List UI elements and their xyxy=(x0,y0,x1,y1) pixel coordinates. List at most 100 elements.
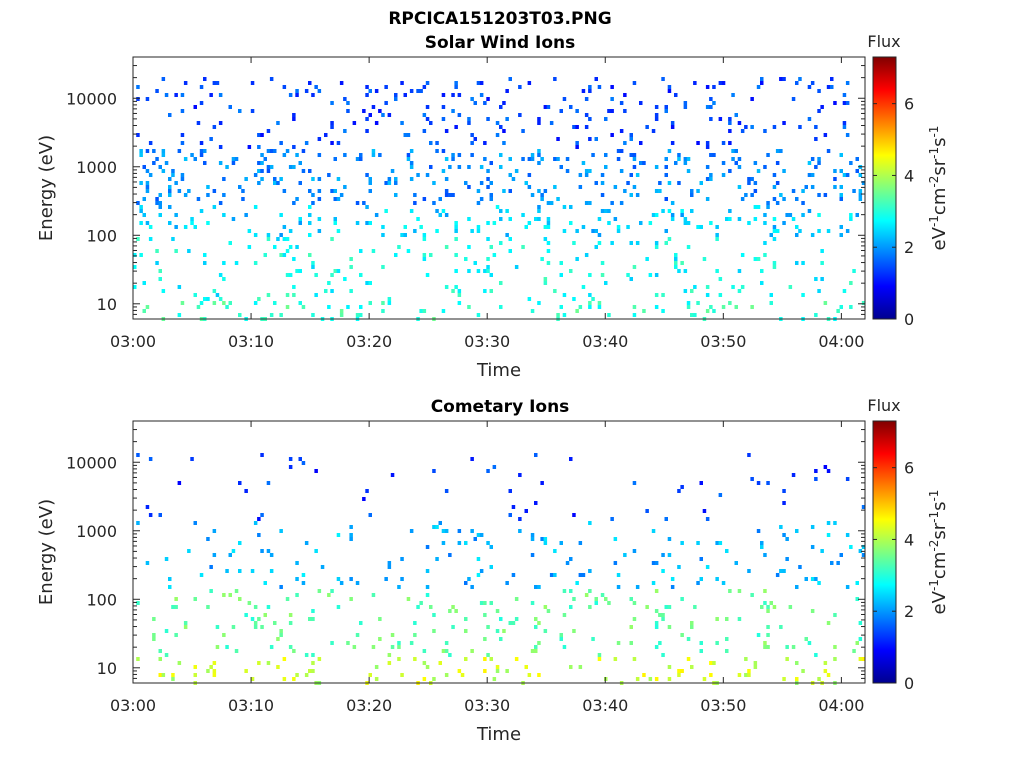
heatmap-cell xyxy=(470,585,474,589)
heatmap-cell xyxy=(285,305,290,309)
heatmap-cell xyxy=(145,305,150,309)
heatmap-cell xyxy=(476,189,481,193)
heatmap-cell xyxy=(489,657,493,661)
heatmap-cell xyxy=(203,253,207,257)
colorbar xyxy=(872,56,897,320)
heatmap-cell xyxy=(148,173,153,177)
heatmap-cell xyxy=(664,109,668,113)
heatmap-cell xyxy=(180,93,185,97)
heatmap-cell xyxy=(705,165,710,169)
heatmap-cell xyxy=(368,89,372,93)
heatmap-cell xyxy=(292,113,296,117)
heatmap-cell xyxy=(359,305,363,309)
heatmap-cell xyxy=(476,557,481,561)
heatmap-cell xyxy=(740,285,745,289)
heatmap-cell xyxy=(276,121,280,125)
heatmap-cell xyxy=(365,489,369,493)
heatmap-cell xyxy=(651,129,656,133)
heatmap-cell xyxy=(279,233,283,237)
heatmap-cell xyxy=(269,149,274,153)
heatmap-cells xyxy=(136,453,866,685)
heatmap-cell xyxy=(212,81,217,85)
heatmap-cell xyxy=(702,677,707,681)
heatmap-cell xyxy=(298,301,302,305)
heatmap-cell xyxy=(613,537,618,541)
heatmap-cell xyxy=(766,609,770,613)
heatmap-cell xyxy=(199,153,204,157)
heatmap-cell xyxy=(343,129,347,133)
heatmap-cell xyxy=(845,101,850,105)
heatmap-cell xyxy=(588,305,592,309)
heatmap-cell xyxy=(161,673,166,677)
heatmap-cell xyxy=(199,141,204,145)
heatmap-cell xyxy=(374,213,379,217)
heatmap-cell xyxy=(374,665,379,669)
heatmap-cell xyxy=(556,137,560,141)
heatmap-cell xyxy=(317,589,322,593)
heatmap-cell xyxy=(161,169,166,173)
heatmap-cell xyxy=(546,221,551,225)
heatmap-cell xyxy=(629,277,633,281)
heatmap-cell xyxy=(861,553,866,557)
heatmap-cell xyxy=(222,213,226,217)
x-tick-label: 03:40 xyxy=(582,332,628,351)
heatmap-cell xyxy=(534,217,538,221)
heatmap-cell xyxy=(409,149,414,153)
heatmap-cell xyxy=(400,577,404,581)
heatmap-cell xyxy=(632,165,637,169)
heatmap-cell xyxy=(438,213,442,217)
heatmap-cell xyxy=(731,285,735,289)
heatmap-cell xyxy=(432,629,436,633)
heatmap-cell xyxy=(565,169,570,173)
heatmap-cell xyxy=(597,85,602,89)
heatmap-cell xyxy=(801,201,805,205)
heatmap-cell xyxy=(591,637,595,641)
heatmap-cell xyxy=(858,621,863,625)
heatmap-cell xyxy=(674,161,678,165)
heatmap-cell xyxy=(470,97,474,101)
heatmap-cell xyxy=(413,229,417,233)
heatmap-cell xyxy=(212,189,217,193)
heatmap-cell xyxy=(639,221,643,225)
heatmap-cell xyxy=(133,285,137,289)
heatmap-cell xyxy=(699,181,703,185)
panel-solar-wind-ions: Solar Wind Ions 03:00 03:10 03:20 03:30 03:4… xyxy=(36,32,950,381)
heatmap-cell xyxy=(775,573,780,577)
heatmap-cell xyxy=(365,85,369,89)
heatmap-cell xyxy=(257,661,261,665)
heatmap-cell xyxy=(368,221,372,225)
heatmap-cell xyxy=(238,481,242,485)
heatmap-cell xyxy=(209,93,213,97)
heatmap-cell xyxy=(858,193,863,197)
heatmap-cell xyxy=(365,93,369,97)
heatmap-cell xyxy=(499,241,503,245)
heatmap-cell xyxy=(489,197,493,201)
heatmap-cell xyxy=(664,517,668,521)
heatmap-cell xyxy=(833,613,837,617)
heatmap-cell xyxy=(728,589,732,593)
heatmap-cell xyxy=(718,493,723,497)
heatmap-cell xyxy=(623,141,627,145)
heatmap-cell xyxy=(336,229,341,233)
heatmap-cell xyxy=(731,157,735,161)
heatmap-cell xyxy=(282,225,287,229)
heatmap-cell xyxy=(667,665,672,669)
heatmap-cell xyxy=(196,197,201,201)
heatmap-cell xyxy=(397,645,401,649)
heatmap-cell xyxy=(384,101,388,105)
heatmap-cell xyxy=(849,213,853,217)
heatmap-cell xyxy=(712,309,716,313)
heatmap-cell xyxy=(241,197,245,201)
heatmap-cell xyxy=(177,285,182,289)
heatmap-cell xyxy=(161,289,166,293)
heatmap-cell xyxy=(435,229,439,233)
heatmap-cell xyxy=(763,641,767,645)
heatmap-cell xyxy=(696,301,700,305)
heatmap-cell xyxy=(543,237,548,241)
heatmap-cell xyxy=(836,561,840,565)
heatmap-cell xyxy=(295,153,299,157)
heatmap-cell xyxy=(680,209,684,213)
heatmap-cell xyxy=(537,621,541,625)
heatmap-cell xyxy=(833,177,837,181)
heatmap-cell xyxy=(833,101,837,105)
